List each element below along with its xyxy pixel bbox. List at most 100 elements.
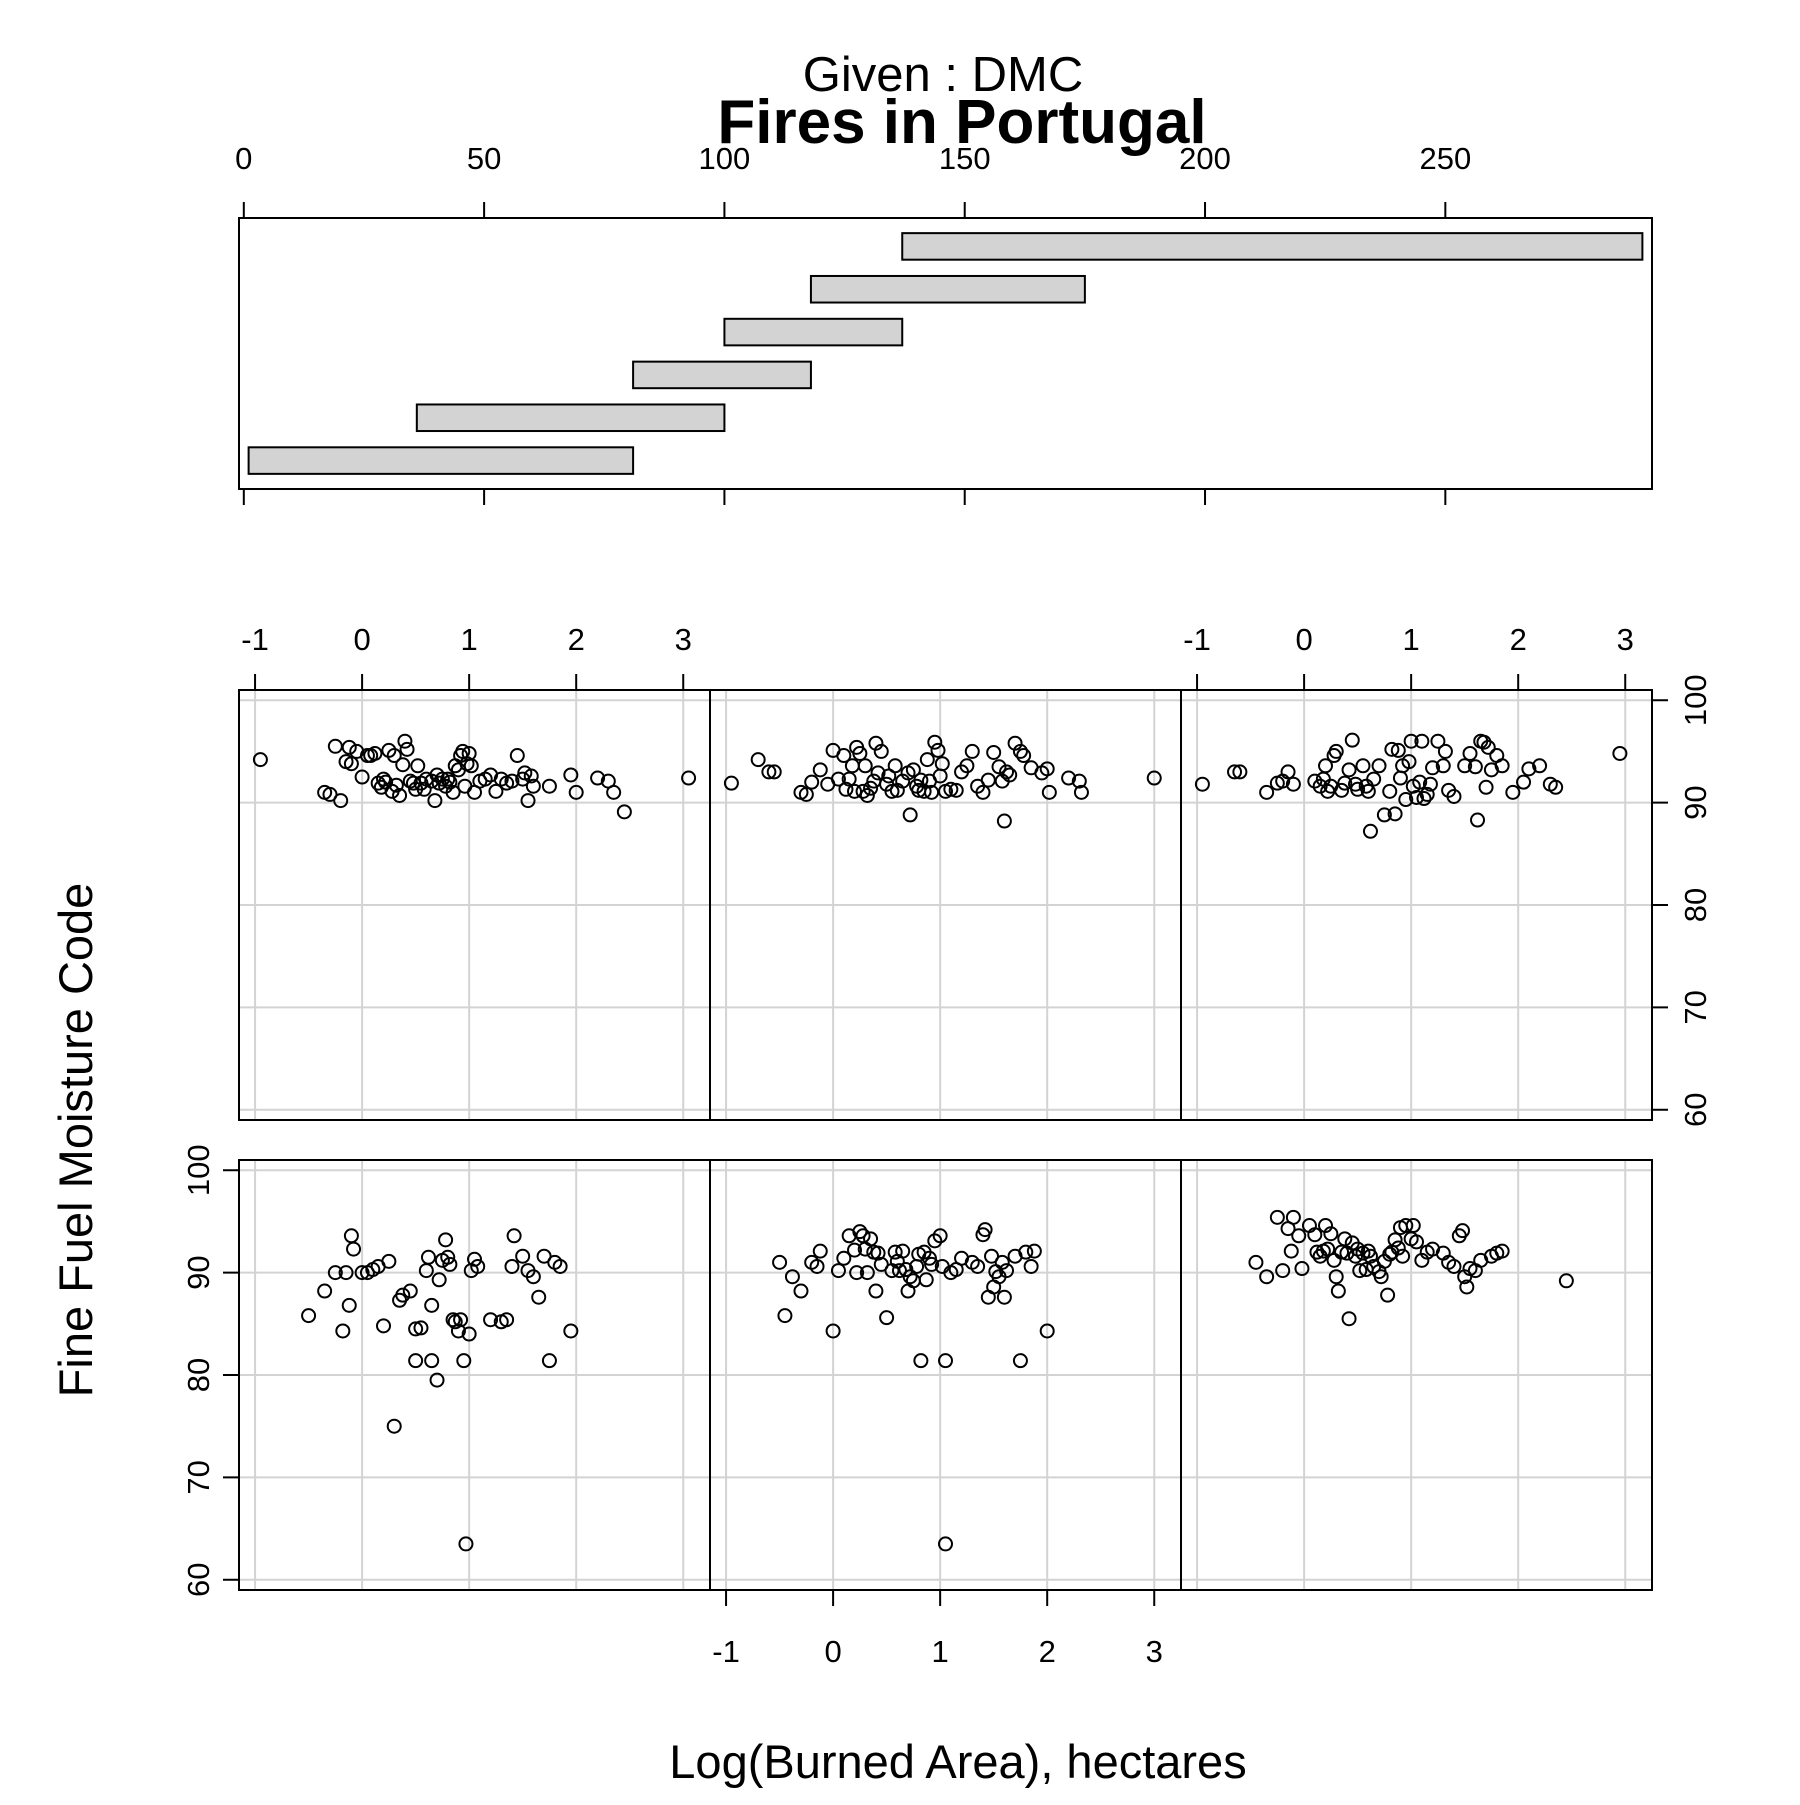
data-point bbox=[1532, 758, 1548, 774]
data-point bbox=[376, 771, 392, 787]
data-point bbox=[930, 742, 946, 758]
data-point bbox=[541, 778, 557, 794]
data-point bbox=[1280, 764, 1296, 780]
data-point bbox=[1478, 779, 1494, 795]
y-tick-label: 100 bbox=[1678, 674, 1713, 726]
data-point bbox=[399, 741, 415, 757]
data-point bbox=[1018, 1244, 1034, 1260]
data-point bbox=[868, 1283, 884, 1299]
data-point bbox=[1387, 806, 1403, 822]
data-point bbox=[1232, 764, 1248, 780]
data-point bbox=[416, 781, 432, 797]
data-point bbox=[470, 1258, 486, 1274]
data-point bbox=[991, 759, 1007, 775]
data-point bbox=[461, 1326, 477, 1342]
data-point bbox=[859, 787, 875, 803]
data-point bbox=[1323, 1226, 1339, 1242]
data-point bbox=[1430, 733, 1446, 749]
data-point bbox=[895, 1243, 911, 1259]
y-tick-label: 100 bbox=[181, 1144, 216, 1196]
data-point bbox=[1376, 807, 1392, 823]
data-point bbox=[343, 756, 359, 772]
scatter-panel: -1 0 1 2 3 60 70 80 90 100 bbox=[1180, 622, 1713, 1127]
data-point bbox=[804, 774, 820, 790]
data-point bbox=[1516, 774, 1532, 790]
data-point bbox=[870, 765, 886, 781]
data-point bbox=[1248, 1254, 1264, 1270]
data-point bbox=[884, 783, 900, 799]
scatter-panel: 60 70 80 90 100 bbox=[181, 1144, 711, 1597]
given-panel-border bbox=[238, 217, 1653, 490]
data-point bbox=[429, 1372, 445, 1388]
data-point bbox=[458, 1536, 474, 1552]
data-point bbox=[1373, 1269, 1389, 1285]
data-point bbox=[327, 738, 343, 754]
x-tick-label: 1 bbox=[1403, 622, 1420, 657]
data-point bbox=[515, 1248, 531, 1264]
data-point bbox=[483, 1312, 499, 1328]
data-point bbox=[504, 1258, 520, 1274]
data-point bbox=[918, 1272, 934, 1288]
data-point bbox=[919, 752, 935, 768]
given-interval-bar bbox=[247, 446, 635, 475]
data-point bbox=[531, 1289, 547, 1305]
x-tick-label: 2 bbox=[1510, 622, 1527, 657]
data-point bbox=[1371, 758, 1387, 774]
data-point bbox=[1341, 1311, 1357, 1327]
data-point bbox=[1366, 771, 1382, 787]
given-interval-bar bbox=[723, 317, 904, 347]
data-point bbox=[456, 1353, 472, 1369]
data-point bbox=[341, 1297, 357, 1313]
data-point bbox=[1409, 790, 1424, 805]
x-tick-label: 0 bbox=[353, 622, 370, 657]
data-point bbox=[830, 1263, 846, 1279]
conditioning-panels: 60 70 80 90 100 -1 0 1 2 3 -1 0 1 2 3 -1 0 1 2 3 60 70 80 90 100 bbox=[181, 622, 1713, 1669]
data-point bbox=[606, 784, 622, 800]
data-point bbox=[504, 773, 520, 789]
data-point bbox=[590, 770, 606, 786]
data-point bbox=[1398, 792, 1414, 808]
data-point bbox=[402, 1283, 418, 1299]
data-point bbox=[1352, 1263, 1368, 1279]
x-tick-label: 0 bbox=[824, 1634, 841, 1669]
scatter-panel: -1 0 1 2 3 bbox=[709, 1159, 1182, 1669]
data-point bbox=[1446, 1258, 1462, 1274]
data-point bbox=[1344, 732, 1360, 748]
data-point bbox=[934, 756, 950, 772]
data-point bbox=[1330, 1283, 1346, 1299]
x-tick-label: -1 bbox=[712, 1634, 740, 1669]
data-point bbox=[1435, 758, 1451, 774]
data-point bbox=[836, 1250, 852, 1266]
data-point bbox=[1422, 776, 1438, 792]
data-point bbox=[563, 767, 579, 783]
x-tick-label: 3 bbox=[675, 622, 692, 657]
data-point bbox=[841, 771, 857, 787]
data-point bbox=[1259, 1269, 1275, 1285]
y-tick-label: 60 bbox=[1678, 1093, 1713, 1127]
data-point bbox=[1307, 1227, 1323, 1243]
data-point bbox=[1405, 1218, 1421, 1234]
given-tick-label: 250 bbox=[1419, 141, 1471, 176]
data-point bbox=[408, 1353, 424, 1369]
data-point bbox=[1480, 739, 1496, 755]
data-point bbox=[1467, 759, 1483, 775]
data-point bbox=[1312, 778, 1328, 794]
y-tick-label: 90 bbox=[181, 1255, 216, 1289]
data-point bbox=[1390, 742, 1406, 758]
y-tick-label: 60 bbox=[181, 1563, 216, 1597]
data-point bbox=[1457, 758, 1473, 774]
data-point bbox=[317, 1283, 333, 1299]
data-point bbox=[506, 1228, 522, 1244]
data-point bbox=[1419, 786, 1435, 802]
data-point bbox=[1194, 776, 1210, 792]
data-point bbox=[1341, 762, 1357, 778]
data-point bbox=[809, 1258, 825, 1274]
data-point bbox=[1041, 784, 1057, 800]
given-panel: 0 50 100 150 200 250 bbox=[235, 141, 1653, 505]
data-point bbox=[1073, 784, 1089, 800]
data-point bbox=[1414, 733, 1430, 749]
chart-title: Fires in Portugal bbox=[717, 88, 1206, 157]
data-point bbox=[1285, 776, 1301, 792]
data-point bbox=[1494, 1243, 1510, 1259]
data-point bbox=[857, 758, 873, 774]
